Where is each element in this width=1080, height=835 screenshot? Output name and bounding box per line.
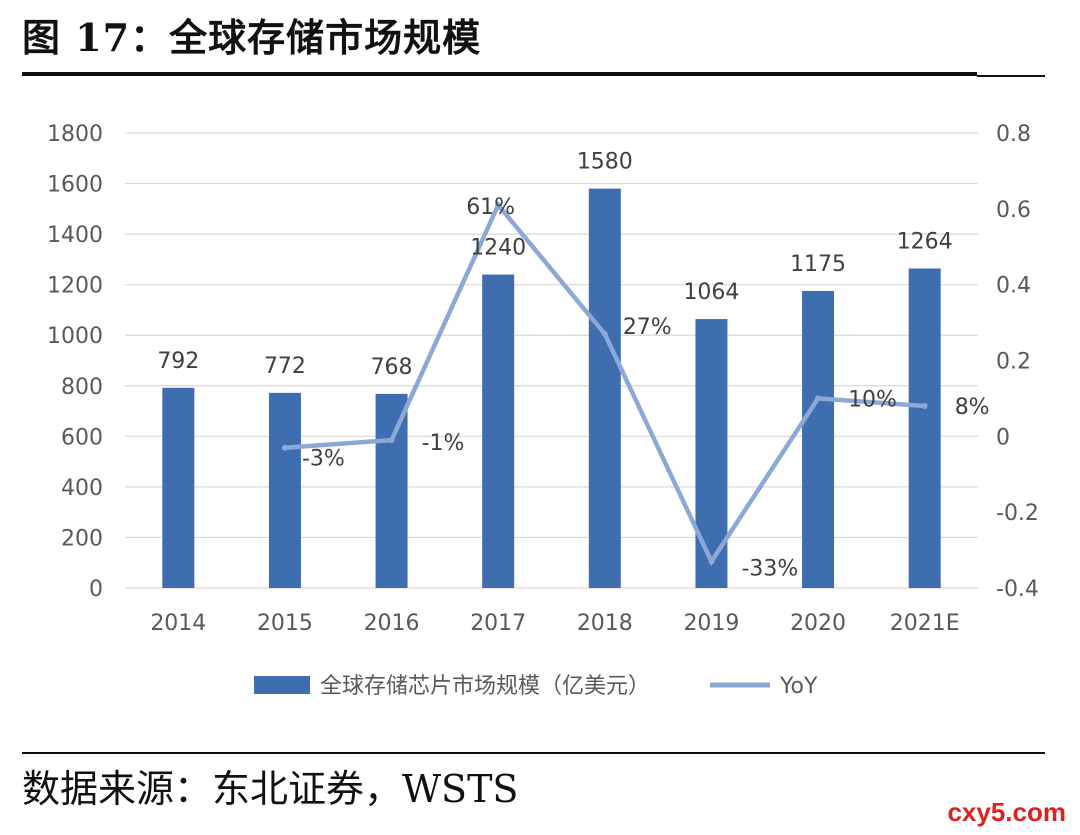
bar-2017 (482, 274, 515, 588)
x-tick-label: 2016 (364, 611, 420, 636)
x-tick-label: 2018 (577, 611, 633, 636)
yoy-value-label: 8% (955, 395, 990, 420)
yoy-point (708, 558, 715, 565)
left-tick-label: 600 (61, 425, 103, 450)
gridlines (125, 132, 978, 589)
yoy-point (815, 395, 822, 402)
bar-value-label: 1064 (683, 280, 739, 305)
yoy-point (281, 444, 288, 451)
yoy-value-label: 27% (623, 315, 672, 340)
bar-value-labels: 792 772 768 1240 1580 1064 1175 1264 (157, 150, 952, 380)
x-axis: 2014 2015 2016 2017 2018 2019 2020 2021E (150, 611, 959, 636)
bar-2015 (268, 392, 301, 588)
left-tick-label: 1000 (47, 324, 103, 349)
bar-2021E (908, 268, 941, 588)
bar-2014 (162, 387, 195, 588)
bar-value-label: 1175 (790, 252, 846, 277)
legend: 全球存储芯片市场规模（亿美元） YoY (254, 674, 818, 699)
left-tick-label: 1400 (47, 223, 103, 248)
yoy-point (921, 403, 928, 409)
right-axis: -0.4 -0.2 0 0.2 0.4 0.6 0.8 (996, 122, 1039, 602)
yoy-value-label: -3% (302, 447, 345, 472)
legend-line-label: YoY (779, 674, 818, 699)
yoy-value-label: 61% (466, 195, 515, 220)
legend-bar-label: 全球存储芯片市场规模（亿美元） (320, 674, 650, 699)
left-tick-label: 0 (89, 577, 103, 602)
bar-value-label: 792 (157, 349, 199, 374)
yoy-point (388, 437, 395, 444)
right-tick-label: -0.2 (996, 501, 1039, 526)
x-tick-label: 2015 (257, 611, 313, 636)
x-tick-label: 2021E (890, 611, 960, 636)
source-note: 数据来源：东北证券，WSTS (22, 767, 519, 811)
bar-2020 (802, 290, 835, 588)
bar-value-label: 1240 (470, 236, 526, 261)
yoy-value-label: 10% (848, 387, 897, 412)
right-tick-label: 0.2 (996, 350, 1031, 375)
bar-value-label: 1580 (577, 150, 633, 175)
yoy-point (495, 202, 502, 209)
yoy-value-labels: -3% -1% 61% 27% -33% 10% 8% (302, 195, 990, 581)
bar-value-label: 768 (371, 355, 413, 380)
legend-bar-swatch (254, 676, 310, 694)
x-tick-label: 2019 (683, 611, 739, 636)
left-tick-label: 1200 (47, 274, 103, 299)
right-tick-label: 0 (996, 425, 1010, 450)
title-rule-tail (977, 75, 1045, 77)
x-tick-label: 2020 (790, 611, 846, 636)
x-tick-label: 2014 (150, 611, 206, 636)
right-tick-label: 0.8 (996, 122, 1031, 147)
bar-value-label: 772 (264, 354, 306, 379)
figure-title: 图 17：全球存储市场规模 (22, 15, 482, 60)
bar-series (162, 188, 941, 588)
title-rule (22, 72, 977, 76)
yoy-point (601, 330, 608, 337)
left-tick-label: 1600 (47, 173, 103, 198)
yoy-line-series (281, 200, 928, 567)
source-rule (22, 752, 1045, 754)
yoy-value-label: -1% (422, 431, 465, 456)
bar-2016 (375, 393, 408, 588)
left-axis: 0 200 400 600 800 1000 1200 1400 1600 1800 (47, 122, 103, 602)
watermark: cxy5.com (947, 797, 1066, 827)
right-tick-label: -0.4 (996, 577, 1039, 602)
right-tick-label: 0.6 (996, 198, 1031, 223)
left-tick-label: 200 (61, 526, 103, 551)
left-tick-label: 1800 (47, 122, 103, 147)
yoy-value-label: -33% (741, 556, 798, 581)
bar-2018 (588, 188, 621, 588)
x-tick-label: 2017 (470, 611, 526, 636)
bar-value-label: 1264 (897, 229, 953, 254)
left-tick-label: 400 (61, 476, 103, 501)
right-tick-label: 0.4 (996, 274, 1031, 299)
left-tick-label: 800 (61, 375, 103, 400)
